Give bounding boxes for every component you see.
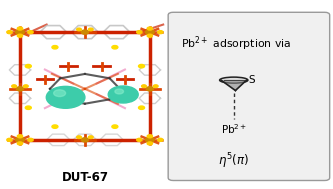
- Circle shape: [17, 142, 23, 145]
- Circle shape: [146, 30, 154, 35]
- Circle shape: [154, 85, 158, 88]
- Circle shape: [25, 64, 31, 68]
- Circle shape: [16, 87, 24, 91]
- Circle shape: [17, 135, 23, 138]
- Circle shape: [146, 137, 154, 142]
- Circle shape: [89, 136, 93, 139]
- Circle shape: [16, 30, 24, 35]
- Circle shape: [77, 136, 81, 139]
- Text: Pb$^{2+}$ adsorption via: Pb$^{2+}$ adsorption via: [181, 34, 292, 53]
- Circle shape: [147, 142, 153, 145]
- Circle shape: [137, 138, 142, 141]
- Circle shape: [137, 31, 142, 34]
- Text: DUT-67: DUT-67: [61, 171, 109, 184]
- Circle shape: [108, 86, 138, 103]
- Circle shape: [7, 31, 12, 34]
- Circle shape: [46, 86, 85, 108]
- Circle shape: [52, 125, 58, 128]
- Circle shape: [115, 89, 124, 94]
- Circle shape: [112, 46, 118, 49]
- Circle shape: [17, 27, 23, 30]
- FancyBboxPatch shape: [0, 0, 173, 189]
- Circle shape: [158, 138, 163, 141]
- Circle shape: [12, 85, 16, 88]
- Circle shape: [147, 27, 153, 30]
- Circle shape: [142, 85, 146, 88]
- Circle shape: [147, 34, 153, 37]
- Circle shape: [77, 28, 81, 31]
- Circle shape: [25, 106, 31, 109]
- Circle shape: [89, 28, 93, 31]
- Circle shape: [52, 46, 58, 49]
- Polygon shape: [221, 80, 246, 91]
- Circle shape: [146, 87, 154, 91]
- Circle shape: [24, 85, 28, 88]
- Circle shape: [28, 138, 33, 141]
- Circle shape: [112, 125, 118, 128]
- Text: Pb$^{2+}$: Pb$^{2+}$: [220, 122, 247, 136]
- Circle shape: [17, 34, 23, 37]
- Circle shape: [54, 90, 66, 97]
- FancyBboxPatch shape: [168, 12, 330, 180]
- Circle shape: [7, 138, 12, 141]
- Circle shape: [139, 64, 145, 68]
- Circle shape: [139, 106, 145, 109]
- Circle shape: [158, 31, 163, 34]
- Circle shape: [81, 138, 89, 142]
- Circle shape: [81, 30, 89, 34]
- Text: S: S: [248, 75, 255, 85]
- Ellipse shape: [220, 77, 248, 83]
- Circle shape: [16, 137, 24, 142]
- Circle shape: [28, 31, 33, 34]
- Circle shape: [147, 135, 153, 138]
- Text: $\eta^{5}(\pi)$: $\eta^{5}(\pi)$: [218, 152, 249, 171]
